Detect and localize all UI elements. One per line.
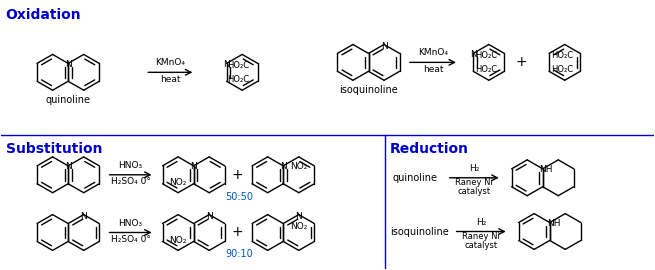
Text: isoquinoline: isoquinoline	[390, 227, 449, 237]
Text: HO₂C: HO₂C	[552, 65, 573, 74]
Text: Raney Ni: Raney Ni	[462, 232, 500, 241]
Text: H₂: H₂	[469, 164, 479, 173]
Text: NO₂: NO₂	[290, 222, 307, 231]
Text: NO₂: NO₂	[170, 178, 187, 187]
Text: quinoline: quinoline	[393, 173, 438, 183]
Text: 90:10: 90:10	[225, 249, 253, 259]
Text: HNO₃: HNO₃	[119, 161, 143, 170]
Text: N: N	[206, 212, 213, 221]
Text: NO₂: NO₂	[170, 236, 187, 245]
Text: Substitution: Substitution	[6, 142, 102, 156]
Text: Raney Ni: Raney Ni	[455, 178, 493, 187]
Text: NH: NH	[539, 165, 552, 174]
Text: HO₂C: HO₂C	[227, 75, 249, 84]
Text: N: N	[81, 212, 87, 221]
Text: N: N	[190, 162, 197, 171]
Text: isoquinoline: isoquinoline	[339, 85, 398, 95]
Text: Reduction: Reduction	[390, 142, 469, 156]
Text: N: N	[295, 212, 302, 221]
Text: HO₂C: HO₂C	[476, 65, 498, 74]
Text: +: +	[516, 55, 527, 69]
Text: H₂SO₄ 0°: H₂SO₄ 0°	[111, 235, 151, 244]
Text: NH: NH	[547, 219, 561, 228]
Text: NO₂: NO₂	[290, 162, 307, 171]
Text: heat: heat	[160, 75, 181, 84]
Text: +: +	[231, 225, 243, 239]
Text: +: +	[231, 168, 243, 182]
Text: HO₂C: HO₂C	[476, 51, 498, 60]
Text: HNO₃: HNO₃	[119, 219, 143, 228]
Text: HO₂C: HO₂C	[227, 61, 249, 70]
Text: N: N	[223, 60, 230, 69]
Text: N: N	[470, 50, 477, 59]
Text: N: N	[65, 60, 71, 69]
Text: N: N	[280, 162, 287, 171]
Text: 50:50: 50:50	[225, 192, 253, 202]
Text: KMnO₄: KMnO₄	[418, 48, 448, 57]
Text: quinoline: quinoline	[46, 95, 90, 105]
Text: catalyst: catalyst	[458, 187, 491, 196]
Text: N: N	[381, 42, 387, 51]
Text: HO₂C: HO₂C	[552, 51, 573, 60]
Text: N: N	[65, 162, 71, 171]
Text: H₂SO₄ 0°: H₂SO₄ 0°	[111, 177, 151, 186]
Text: KMnO₄: KMnO₄	[155, 58, 185, 67]
Text: catalyst: catalyst	[464, 241, 498, 250]
Text: Oxidation: Oxidation	[6, 8, 81, 22]
Text: heat: heat	[422, 65, 443, 74]
Text: H₂: H₂	[476, 218, 487, 227]
